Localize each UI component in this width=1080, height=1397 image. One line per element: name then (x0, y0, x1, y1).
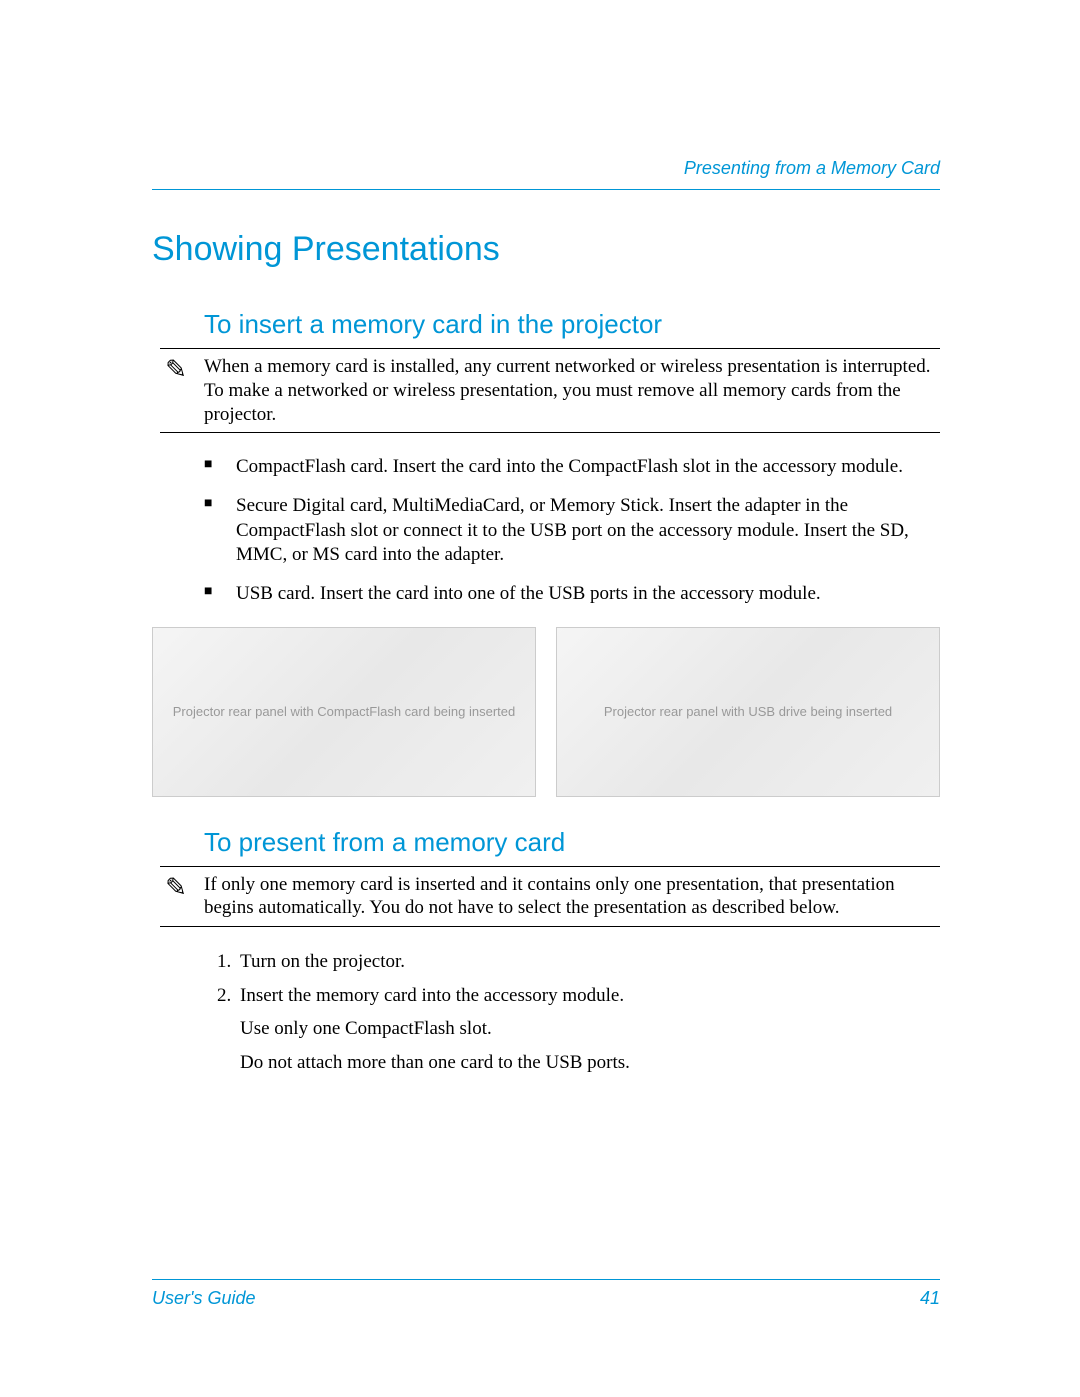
document-page: Presenting from a Memory Card Showing Pr… (0, 0, 1080, 1397)
section1-note-text: When a memory card is installed, any cur… (204, 355, 940, 426)
step-item: Insert the memory card into the accessor… (236, 983, 940, 1009)
pencil-note-icon: ✎ (160, 873, 192, 901)
section2-note-text: If only one memory card is inserted and … (204, 873, 940, 921)
page-title: Showing Presentations (152, 230, 940, 269)
step-extra-text: Use only one CompactFlash slot. (240, 1016, 940, 1042)
section2-heading: To present from a memory card (204, 827, 940, 858)
illustration-usb: Projector rear panel with USB drive bein… (556, 627, 940, 797)
list-item: Secure Digital card, MultiMediaCard, or … (204, 494, 940, 568)
pencil-note-icon: ✎ (160, 355, 192, 383)
illustration-row: Projector rear panel with CompactFlash c… (152, 627, 940, 797)
footer-rule (152, 1279, 940, 1280)
footer-page-number: 41 (920, 1288, 940, 1309)
section1-bullet-list: CompactFlash card. Insert the card into … (204, 455, 940, 606)
step-extra-text: Do not attach more than one card to the … (240, 1050, 940, 1076)
list-item: CompactFlash card. Insert the card into … (204, 455, 940, 480)
illustration-compactflash: Projector rear panel with CompactFlash c… (152, 627, 536, 797)
running-header: Presenting from a Memory Card (152, 158, 940, 179)
section2-steps: Turn on the projector. Insert the memory… (204, 949, 940, 1008)
section2-note: ✎ If only one memory card is inserted an… (160, 866, 940, 928)
section1-note: ✎ When a memory card is installed, any c… (160, 348, 940, 433)
page-footer: User's Guide 41 (152, 1279, 940, 1309)
list-item: USB card. Insert the card into one of th… (204, 582, 940, 607)
section1-heading: To insert a memory card in the projector (204, 309, 940, 340)
header-rule (152, 189, 940, 190)
footer-left: User's Guide (152, 1288, 255, 1309)
step-item: Turn on the projector. (236, 949, 940, 975)
